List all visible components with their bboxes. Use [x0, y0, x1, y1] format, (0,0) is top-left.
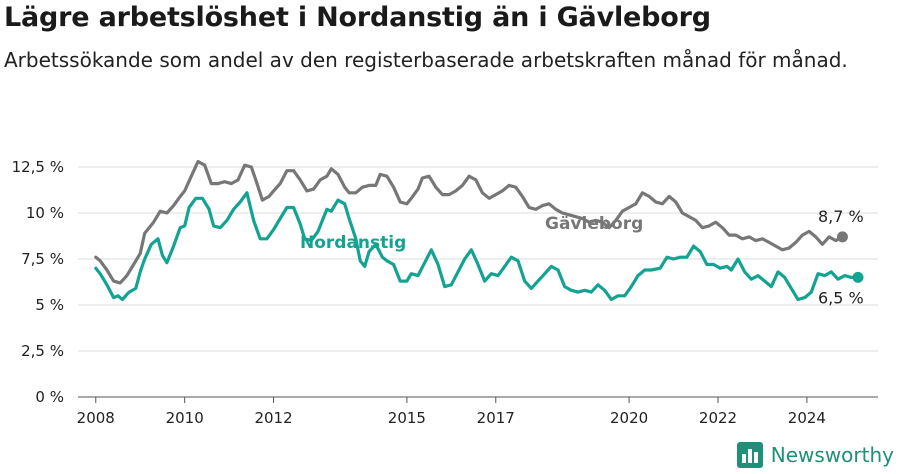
x-tick-label: 2020 — [610, 409, 648, 427]
series-labels: Gävleborg Nordanstig 8,7 % 6,5 % — [300, 207, 864, 307]
series-name-label: Nordanstig — [300, 233, 406, 253]
x-tick-label: 2010 — [166, 409, 204, 427]
x-tick-label: 2015 — [388, 409, 426, 427]
chart-subtitle: Arbetssökande som andel av den registerb… — [4, 48, 848, 72]
x-tick-label: 2012 — [254, 409, 292, 427]
gridlines — [78, 166, 878, 398]
y-tick-label: 10 % — [26, 204, 64, 222]
series-end-point — [836, 231, 848, 243]
x-tick-label: 2008 — [77, 409, 115, 427]
y-tick-label: 0 % — [35, 388, 64, 406]
end-value-label: 6,5 % — [818, 288, 864, 307]
series-line-nordanstig — [94, 191, 860, 302]
chart-title: Lägre arbetslöshet i Nordanstig än i Gäv… — [4, 2, 711, 33]
x-tick-label: 2024 — [788, 409, 826, 427]
end-value-label: 8,7 % — [818, 207, 864, 226]
brand: Newsworthy — [736, 442, 894, 468]
series-name-label: Gävleborg — [545, 214, 643, 234]
y-tick-label: 7,5 % — [21, 250, 64, 268]
x-tick-label: 2022 — [699, 409, 737, 427]
brand-name: Newsworthy — [770, 443, 894, 467]
series-line-gävleborg — [94, 159, 844, 285]
series-lines — [94, 159, 864, 302]
bar-chart-logo-icon — [736, 442, 763, 468]
x-axis-tick-labels: 2008 2010 2012 2015 2017 2020 2022 2024 — [77, 397, 826, 427]
y-axis-tick-labels: 0 % 2,5 % 5 % 7,5 % 10 % 12,5 % — [12, 158, 64, 406]
series-end-point — [852, 271, 864, 283]
y-tick-label: 12,5 % — [12, 158, 64, 176]
x-tick-label: 2017 — [477, 409, 515, 427]
y-tick-label: 5 % — [35, 296, 64, 314]
y-tick-label: 2,5 % — [21, 342, 64, 360]
